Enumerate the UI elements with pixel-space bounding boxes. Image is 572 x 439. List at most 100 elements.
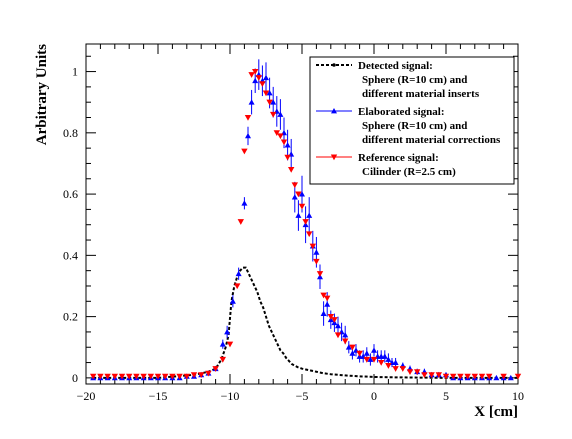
reference-point xyxy=(176,373,183,380)
series-reference xyxy=(90,69,522,380)
elaborated-point xyxy=(335,322,341,329)
legend-marker-reference xyxy=(330,154,338,161)
elaborated-point xyxy=(291,194,298,200)
y-tick-label: 0.2 xyxy=(63,310,78,324)
reference-point xyxy=(147,373,154,380)
elaborated-point xyxy=(313,249,320,255)
reference-point xyxy=(190,372,198,379)
y-tick-label: 0.6 xyxy=(63,187,78,201)
reference-point xyxy=(356,350,363,357)
reference-point xyxy=(486,373,493,380)
elaborated-point xyxy=(248,99,255,105)
y-tick-label: 0.8 xyxy=(63,126,78,140)
legend-label: Elaborated signal: xyxy=(358,106,444,118)
reference-point xyxy=(414,369,421,375)
detected-signal-line xyxy=(93,266,518,379)
reference-point xyxy=(212,366,219,372)
reference-point xyxy=(244,114,252,121)
reference-point xyxy=(284,154,291,161)
reference-point xyxy=(255,75,262,81)
reference-point xyxy=(291,182,298,189)
elaborated-point xyxy=(493,374,500,381)
elaborated-point xyxy=(235,270,242,277)
elaborated-point xyxy=(367,356,374,362)
reference-point xyxy=(126,373,133,380)
legend-marker-elaborated xyxy=(331,108,337,114)
reference-point xyxy=(378,359,385,366)
reference-point xyxy=(237,219,244,225)
legend-label: Reference signal: xyxy=(358,152,439,164)
reference-point xyxy=(118,373,126,380)
y-tick-label: 0 xyxy=(72,371,78,385)
y-tick-label: 0.4 xyxy=(63,248,78,262)
reference-point xyxy=(280,139,288,146)
elaborated-point xyxy=(385,356,392,362)
elaborated-point xyxy=(219,341,226,347)
legend-marker-detected xyxy=(332,63,336,67)
x-tick-label: −5 xyxy=(296,389,309,403)
elaborated-point xyxy=(306,212,313,218)
reference-point xyxy=(226,341,234,348)
legend-label: Detected signal: xyxy=(358,60,433,72)
elaborated-point xyxy=(245,132,251,139)
reference-point xyxy=(266,99,273,106)
legend-label: Sphere (R=10 cm) and xyxy=(362,120,467,132)
reference-point xyxy=(450,373,457,380)
reference-point xyxy=(471,373,478,380)
tick-labels: −20 −15 −10 −5 0 5 10 0 0.2 0.4 0.6 0.8 1 xyxy=(63,65,524,403)
elaborated-point xyxy=(363,350,370,356)
reference-point xyxy=(219,356,226,363)
x-tick-label: −10 xyxy=(221,389,240,403)
reference-point xyxy=(169,373,176,380)
elaborated-point xyxy=(299,191,305,197)
reference-point xyxy=(205,370,212,377)
reference-point xyxy=(104,373,111,380)
reference-point xyxy=(154,373,162,380)
legend-box xyxy=(309,56,515,185)
reference-point xyxy=(97,373,104,380)
reference-point xyxy=(198,372,205,379)
reference-point xyxy=(248,72,255,78)
reference-point xyxy=(111,373,118,380)
x-tick-label: 5 xyxy=(443,389,449,403)
reference-point xyxy=(162,373,169,380)
elaborated-point xyxy=(241,200,248,206)
elaborated-point xyxy=(266,90,273,96)
reference-point xyxy=(331,317,338,323)
reference-point xyxy=(442,373,450,380)
reference-point xyxy=(140,373,147,380)
reference-point xyxy=(342,338,349,345)
reference-point xyxy=(316,271,324,277)
elaborated-point xyxy=(349,350,356,356)
reference-point xyxy=(306,231,313,238)
y-axis-title: Arbitrary Units xyxy=(34,44,50,145)
reference-point xyxy=(324,295,331,302)
reference-point xyxy=(363,356,370,363)
elaborated-point xyxy=(371,347,377,353)
elaborated-point xyxy=(392,359,399,365)
reference-point xyxy=(514,373,522,380)
reference-point xyxy=(295,191,302,198)
x-tick-label: 0 xyxy=(371,389,377,403)
legend: Detected signal: Sphere (R=10 cm) and diff… xyxy=(309,56,515,185)
elaborated-point xyxy=(277,111,284,117)
reference-point xyxy=(428,372,435,379)
legend-label: different material corrections xyxy=(362,134,501,146)
elaborated-point xyxy=(263,74,269,81)
x-tick-label: 10 xyxy=(512,389,524,403)
reference-point xyxy=(277,133,284,140)
reference-point xyxy=(298,203,306,210)
elaborated-point xyxy=(229,298,236,304)
elaborated-point xyxy=(224,328,231,335)
reference-point xyxy=(435,372,442,379)
reference-point xyxy=(288,167,295,173)
reference-point xyxy=(421,372,428,379)
elaborated-point xyxy=(270,99,277,105)
reference-point xyxy=(309,243,316,250)
reference-point xyxy=(370,356,378,363)
reference-point xyxy=(270,111,277,118)
elaborated-point xyxy=(345,344,352,350)
reference-point xyxy=(241,148,248,155)
reference-point xyxy=(392,366,399,372)
